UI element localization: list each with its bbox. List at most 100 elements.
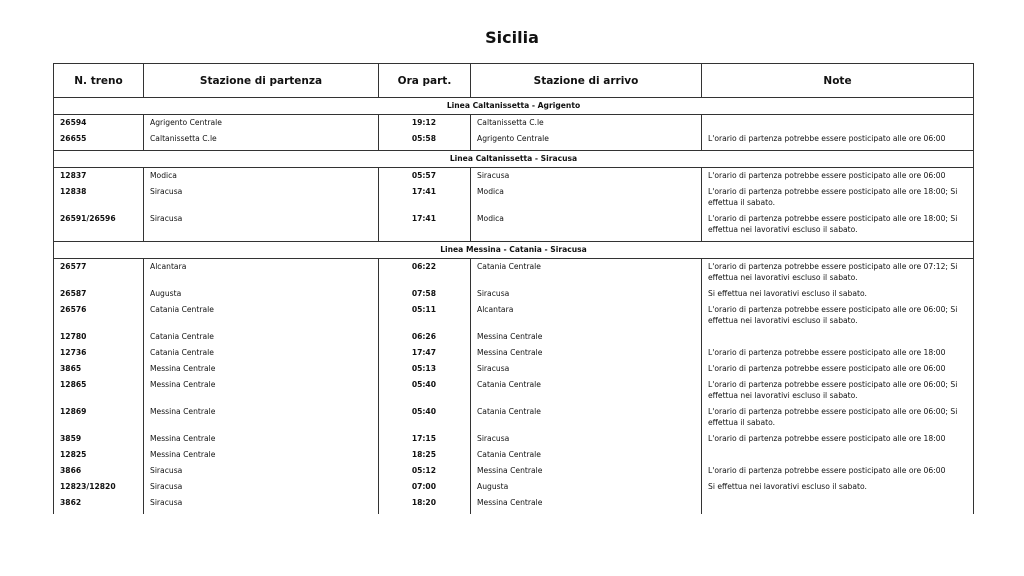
- note: L'orario di partenza potrebbe essere pos…: [701, 463, 974, 479]
- note: L'orario di partenza potrebbe essere pos…: [701, 302, 974, 329]
- arrival-station: Messina Centrale: [470, 495, 702, 514]
- departure-station: Messina Centrale: [143, 377, 379, 404]
- departure-time: 17:41: [378, 211, 471, 242]
- page-title: Sicilia: [485, 28, 539, 47]
- note: L'orario di partenza potrebbe essere pos…: [701, 131, 974, 151]
- section-header: Linea Messina - Catania - Siracusa: [53, 241, 974, 259]
- col-departure-time: Ora part.: [378, 63, 471, 98]
- train-number: 3865: [53, 361, 144, 377]
- note: Si effettua nei lavorativi escluso il sa…: [701, 286, 974, 302]
- note: [701, 114, 974, 131]
- note: L'orario di partenza potrebbe essere pos…: [701, 361, 974, 377]
- section-title: Linea Caltanissetta - Siracusa: [53, 150, 974, 168]
- table-row: 12838 Siracusa 17:41 Modica L'orario di part…: [53, 184, 974, 211]
- train-number: 26576: [53, 302, 144, 329]
- section-title: Linea Caltanissetta - Agrigento: [53, 97, 974, 115]
- note: L'orario di partenza potrebbe essere pos…: [701, 258, 974, 286]
- train-number: 3866: [53, 463, 144, 479]
- note: L'orario di partenza potrebbe essere pos…: [701, 211, 974, 242]
- table-row: 3866 Siracusa 05:12 Messina Centrale L'orari…: [53, 463, 974, 479]
- train-number: 12869: [53, 404, 144, 431]
- departure-station: Modica: [143, 167, 379, 184]
- train-number: 3859: [53, 431, 144, 447]
- table-row: 12825 Messina Centrale 18:25 Catania Centra…: [53, 447, 974, 463]
- train-number: 12837: [53, 167, 144, 184]
- col-notes: Note: [701, 63, 974, 98]
- departure-station: Messina Centrale: [143, 431, 379, 447]
- departure-time: 05:40: [378, 404, 471, 431]
- arrival-station: Catania Centrale: [470, 258, 702, 286]
- arrival-station: Modica: [470, 211, 702, 242]
- departure-station: Siracusa: [143, 184, 379, 211]
- train-number: 26594: [53, 114, 144, 131]
- col-departure-station: Stazione di partenza: [143, 63, 379, 98]
- section-header: Linea Caltanissetta - Siracusa: [53, 150, 974, 168]
- header-row: N. treno Stazione di partenza Ora part. …: [53, 63, 974, 98]
- departure-time: 05:57: [378, 167, 471, 184]
- departure-time: 18:25: [378, 447, 471, 463]
- departure-time: 05:12: [378, 463, 471, 479]
- departure-station: Catania Centrale: [143, 302, 379, 329]
- departure-station: Siracusa: [143, 479, 379, 495]
- train-number: 12838: [53, 184, 144, 211]
- departure-station: Messina Centrale: [143, 361, 379, 377]
- train-number: 26591/26596: [53, 211, 144, 242]
- train-number: 12825: [53, 447, 144, 463]
- departure-time: 05:58: [378, 131, 471, 151]
- table-row: 26594 Agrigento Centrale 19:12 Caltanissett…: [53, 114, 974, 131]
- table-row: 26655 Caltanissetta C.le 05:58 Agrigento Ce…: [53, 131, 974, 151]
- departure-station: Alcantara: [143, 258, 379, 286]
- table-row: 26591/26596 Siracusa 17:41 Modica L'orario d…: [53, 211, 974, 242]
- departure-time: 07:00: [378, 479, 471, 495]
- departure-time: 06:26: [378, 329, 471, 345]
- departure-station: Catania Centrale: [143, 345, 379, 361]
- table-row: 12736 Catania Centrale 17:47 Messina Centra…: [53, 345, 974, 361]
- table-row: 26587 Augusta 07:58 Siracusa Si effettua nei…: [53, 286, 974, 302]
- table-row: 3862 Siracusa 18:20 Messina Centrale: [53, 495, 974, 514]
- train-number: 26655: [53, 131, 144, 151]
- arrival-station: Catania Centrale: [470, 447, 702, 463]
- note: [701, 447, 974, 463]
- departure-time: 18:20: [378, 495, 471, 514]
- train-number: 26577: [53, 258, 144, 286]
- departure-time: 19:12: [378, 114, 471, 131]
- departure-station: Siracusa: [143, 463, 379, 479]
- table-row: 12823/12820 Siracusa 07:00 Augusta Si effett…: [53, 479, 974, 495]
- arrival-station: Siracusa: [470, 167, 702, 184]
- departure-time: 17:15: [378, 431, 471, 447]
- note: L'orario di partenza potrebbe essere pos…: [701, 377, 974, 404]
- departure-station: Augusta: [143, 286, 379, 302]
- departure-station: Agrigento Centrale: [143, 114, 379, 131]
- train-number: 12823/12820: [53, 479, 144, 495]
- section-header: Linea Caltanissetta - Agrigento: [53, 97, 974, 115]
- departure-station: Siracusa: [143, 495, 379, 514]
- departure-time: 05:13: [378, 361, 471, 377]
- train-number: 3862: [53, 495, 144, 514]
- col-arrival-station: Stazione di arrivo: [470, 63, 702, 98]
- arrival-station: Siracusa: [470, 361, 702, 377]
- departure-time: 07:58: [378, 286, 471, 302]
- table-row: 12837 Modica 05:57 Siracusa L'orario di part…: [53, 167, 974, 184]
- arrival-station: Modica: [470, 184, 702, 211]
- arrival-station: Alcantara: [470, 302, 702, 329]
- note: [701, 495, 974, 514]
- arrival-station: Siracusa: [470, 286, 702, 302]
- table-row: 3859 Messina Centrale 17:15 Siracusa L'orari…: [53, 431, 974, 447]
- arrival-station: Catania Centrale: [470, 377, 702, 404]
- arrival-station: Agrigento Centrale: [470, 131, 702, 151]
- arrival-station: Messina Centrale: [470, 329, 702, 345]
- departure-time: 17:47: [378, 345, 471, 361]
- note: L'orario di partenza potrebbe essere pos…: [701, 431, 974, 447]
- arrival-station: Caltanissetta C.le: [470, 114, 702, 131]
- table-row: 26576 Catania Centrale 05:11 Alcantara L'ora…: [53, 302, 974, 329]
- arrival-station: Messina Centrale: [470, 345, 702, 361]
- departure-station: Catania Centrale: [143, 329, 379, 345]
- note: L'orario di partenza potrebbe essere pos…: [701, 345, 974, 361]
- train-number: 12780: [53, 329, 144, 345]
- note: L'orario di partenza potrebbe essere pos…: [701, 167, 974, 184]
- arrival-station: Catania Centrale: [470, 404, 702, 431]
- train-number: 12736: [53, 345, 144, 361]
- departure-time: 06:22: [378, 258, 471, 286]
- departure-time: 05:11: [378, 302, 471, 329]
- departure-station: Siracusa: [143, 211, 379, 242]
